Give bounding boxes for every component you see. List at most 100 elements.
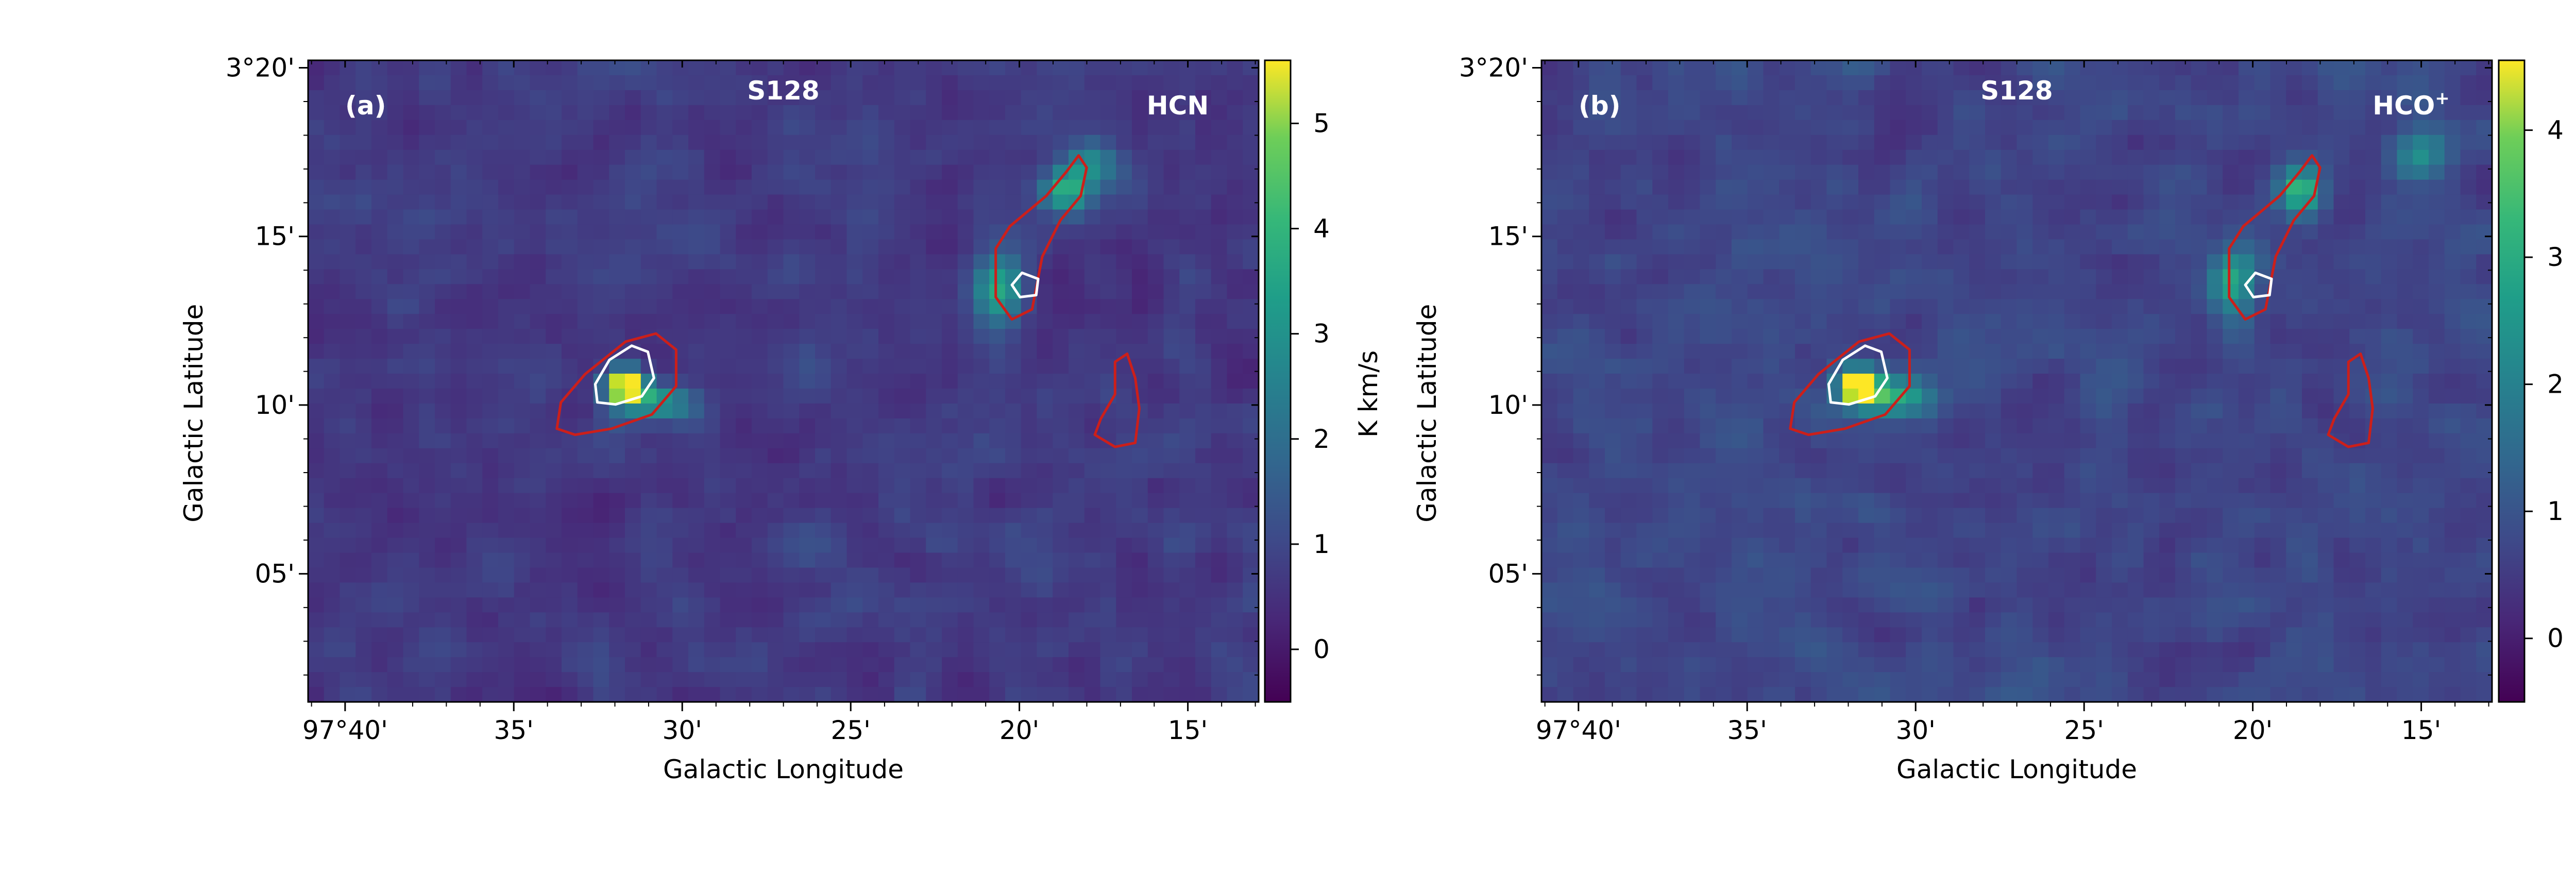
- heatmap-cell: [1100, 478, 1117, 494]
- heatmap-cell: [2159, 508, 2176, 524]
- heatmap-cell: [1874, 523, 1891, 539]
- heatmap-cell: [1842, 224, 1859, 240]
- heatmap-cell: [1732, 284, 1748, 300]
- heatmap-cell: [1890, 224, 1907, 240]
- heatmap-cell: [672, 105, 689, 121]
- heatmap-cell: [1890, 194, 1907, 210]
- heatmap-cell: [2254, 374, 2271, 389]
- heatmap-cell: [1937, 105, 1954, 121]
- heatmap-cell: [1573, 60, 1590, 76]
- heatmap-cell: [1969, 224, 1986, 240]
- heatmap-cell: [577, 224, 594, 240]
- heatmap-cell: [577, 75, 594, 91]
- heatmap-cell: [2444, 359, 2461, 374]
- heatmap-cell: [815, 120, 832, 136]
- heatmap-cell: [514, 269, 531, 285]
- heatmap-cell: [688, 254, 705, 270]
- heatmap-cell: [752, 344, 768, 359]
- heatmap-cell: [2270, 344, 2287, 359]
- source-label: S128: [747, 76, 819, 106]
- heatmap-cell: [1795, 194, 1811, 210]
- heatmap-cell: [926, 149, 942, 165]
- heatmap-cell: [704, 164, 721, 180]
- heatmap-cell: [2048, 194, 2065, 210]
- heatmap-cell: [466, 224, 483, 240]
- heatmap-cell: [1858, 552, 1875, 568]
- heatmap-cell: [926, 209, 942, 225]
- heatmap-cell: [2207, 224, 2224, 240]
- heatmap-cell: [989, 448, 1006, 464]
- heatmap-cell: [1100, 299, 1117, 315]
- heatmap-cell: [656, 582, 673, 598]
- heatmap-cell: [2080, 135, 2097, 150]
- heatmap-cell: [2444, 224, 2461, 240]
- heatmap-cell: [815, 314, 832, 329]
- heatmap-cell: [355, 478, 372, 494]
- heatmap-cell: [1890, 552, 1907, 568]
- heatmap-cell: [371, 359, 388, 374]
- heatmap-cell: [1700, 403, 1717, 419]
- heatmap-cell: [1053, 463, 1069, 479]
- heatmap-cell: [482, 388, 499, 404]
- heatmap-cell: [1652, 179, 1669, 195]
- heatmap-cell: [1985, 60, 2002, 76]
- heatmap-cell: [815, 403, 832, 419]
- heatmap-cell: [1589, 582, 1605, 598]
- heatmap-cell: [1874, 388, 1891, 404]
- heatmap-cell: [1716, 508, 1732, 524]
- heatmap-cell: [1795, 75, 1811, 91]
- heatmap-cell: [1716, 463, 1732, 479]
- heatmap-cell: [482, 612, 499, 628]
- heatmap-cell: [973, 135, 990, 150]
- heatmap-cell: [1684, 194, 1701, 210]
- heatmap-cell: [1005, 687, 1022, 702]
- heatmap-cell: [466, 329, 483, 344]
- heatmap-cell: [482, 374, 499, 389]
- heatmap-cell: [2429, 194, 2445, 210]
- heatmap-cell: [1858, 254, 1875, 270]
- heatmap-cell: [1037, 314, 1054, 329]
- heatmap-cell: [1163, 179, 1180, 195]
- heatmap-cell: [355, 344, 372, 359]
- heatmap-cell: [2397, 239, 2414, 255]
- heatmap-cell: [2096, 224, 2112, 240]
- heatmap-cell: [1985, 120, 2002, 136]
- heatmap-cell: [609, 209, 625, 225]
- heatmap-cell: [2476, 463, 2493, 479]
- heatmap-cell: [704, 344, 721, 359]
- heatmap-cell: [2286, 90, 2302, 106]
- heatmap-cell: [2175, 299, 2192, 315]
- heatmap-cell: [403, 612, 420, 628]
- heatmap-cell: [1605, 433, 1621, 449]
- heatmap-cell: [2317, 508, 2334, 524]
- heatmap-cell: [2223, 374, 2239, 389]
- heatmap-cell: [2112, 224, 2128, 240]
- heatmap-cell: [878, 90, 895, 106]
- heatmap-cell: [815, 209, 832, 225]
- heatmap-cell: [1573, 209, 1590, 225]
- heatmap-cell: [957, 105, 974, 121]
- heatmap-cell: [1227, 538, 1244, 553]
- heatmap-cell: [1763, 224, 1780, 240]
- heatmap-cell: [1779, 239, 1795, 255]
- heatmap-cell: [640, 75, 657, 91]
- heatmap-cell: [1116, 239, 1132, 255]
- heatmap-cell: [625, 552, 641, 568]
- heatmap-cell: [1652, 149, 1669, 165]
- heatmap-cell: [2460, 224, 2477, 240]
- heatmap-cell: [720, 552, 737, 568]
- heatmap-cell: [387, 239, 404, 255]
- heatmap-cell: [752, 612, 768, 628]
- heatmap-cell: [1953, 269, 1970, 285]
- heatmap-cell: [1037, 433, 1054, 449]
- heatmap-cell: [1605, 179, 1621, 195]
- heatmap-cell: [1636, 433, 1653, 449]
- heatmap-cell: [1037, 299, 1054, 315]
- heatmap-cell: [783, 627, 800, 643]
- heatmap-cell: [1763, 75, 1780, 91]
- heatmap-cell: [957, 284, 974, 300]
- heatmap-cell: [2413, 344, 2429, 359]
- heatmap-cell: [530, 164, 547, 180]
- heatmap-cell: [736, 597, 752, 613]
- heatmap-cell: [1779, 388, 1795, 404]
